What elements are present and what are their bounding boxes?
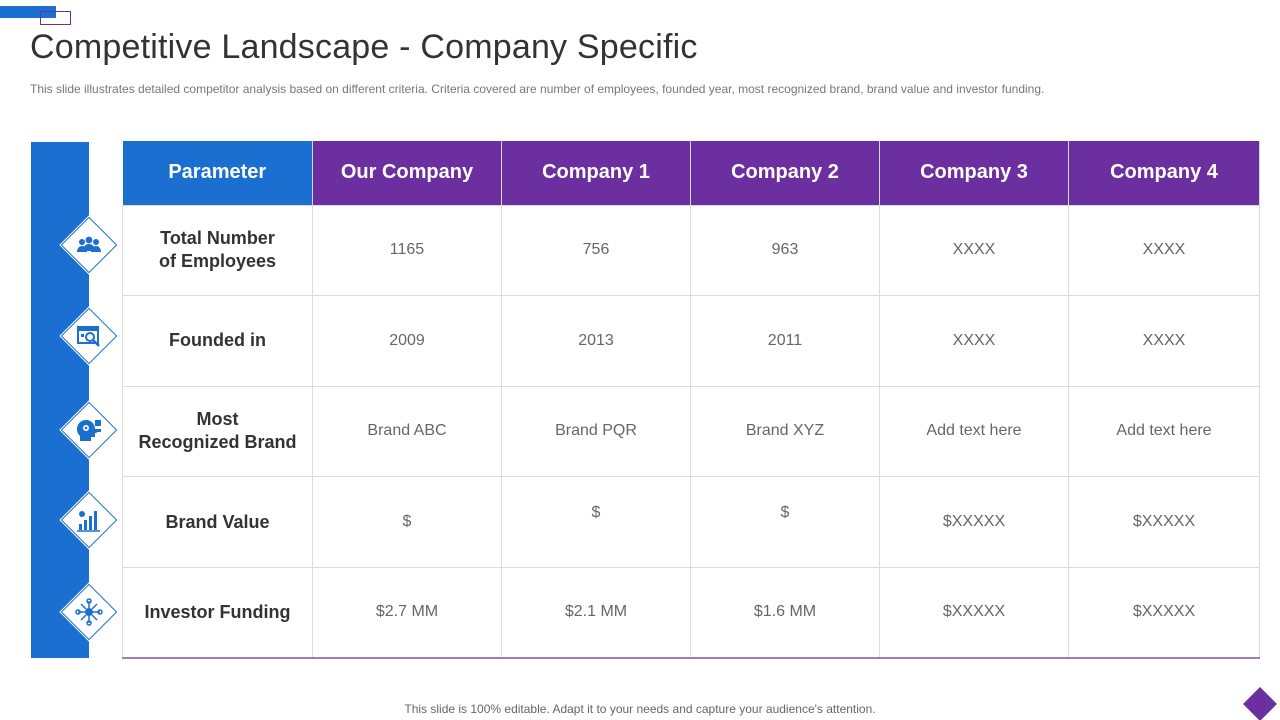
table-cell: 2011 xyxy=(690,295,880,387)
people-group-icon xyxy=(69,225,109,265)
header-parameter: Parameter xyxy=(122,141,313,205)
table-cell: $ xyxy=(501,476,691,568)
slide-footer: This slide is 100% editable. Adapt it to… xyxy=(404,702,876,716)
table-row: Investor Funding $2.7 MM $2.1 MM $1.6 MM… xyxy=(122,566,1260,659)
row-label-founded: Founded in xyxy=(122,295,313,387)
table-cell: $2.1 MM xyxy=(501,566,691,659)
corner-accent-box xyxy=(40,11,71,25)
table-cell: Add text here xyxy=(879,385,1069,478)
slide-subtitle: This slide illustrates detailed competit… xyxy=(30,82,1045,96)
table-cell: Brand XYZ xyxy=(690,385,880,478)
table-cell: $ xyxy=(690,476,880,568)
table-cell: Add text here xyxy=(1068,385,1260,478)
table-header-row: Parameter Our Company Company 1 Company … xyxy=(122,141,1260,205)
slide-title: Competitive Landscape - Company Specific xyxy=(30,28,698,66)
table-cell: XXXX xyxy=(879,204,1069,297)
table-cell: $1.6 MM xyxy=(690,566,880,659)
side-accent-strip xyxy=(31,142,89,658)
table-cell: $XXXXX xyxy=(879,566,1069,659)
header-company-4: Company 4 xyxy=(1068,141,1260,205)
table-cell: Brand ABC xyxy=(312,385,502,478)
header-company-2: Company 2 xyxy=(690,141,880,205)
row-label-employees: Total Number of Employees xyxy=(122,204,313,297)
header-company-1: Company 1 xyxy=(501,141,691,205)
network-hub-icon xyxy=(69,592,109,632)
table-cell: 756 xyxy=(501,204,691,297)
header-our-company: Our Company xyxy=(312,141,502,205)
row-label-brand-value: Brand Value xyxy=(122,476,313,568)
table-row: Founded in 2009 2013 2011 XXXX XXXX xyxy=(122,295,1260,387)
table-cell: $ xyxy=(312,476,502,568)
table-row: Most Recognized Brand Brand ABC Brand PQR… xyxy=(122,385,1260,478)
calendar-search-icon xyxy=(69,316,109,356)
comparison-table: Parameter Our Company Company 1 Company … xyxy=(122,141,1260,659)
table-cell: 1165 xyxy=(312,204,502,297)
table-row: Brand Value $ $ $ $XXXXX $XXXXX xyxy=(122,476,1260,568)
table-cell: $XXXXX xyxy=(1068,566,1260,659)
table-cell: XXXX xyxy=(1068,295,1260,387)
table-cell: 2009 xyxy=(312,295,502,387)
table-cell: $XXXXX xyxy=(1068,476,1260,568)
row-label-brand: Most Recognized Brand xyxy=(122,385,313,478)
head-gears-icon xyxy=(69,410,109,450)
table-cell: Brand PQR xyxy=(501,385,691,478)
table-cell: 2013 xyxy=(501,295,691,387)
row-label-investor: Investor Funding xyxy=(122,566,313,659)
table-cell: $2.7 MM xyxy=(312,566,502,659)
corner-accent-bar xyxy=(0,6,56,18)
table-cell: $XXXXX xyxy=(879,476,1069,568)
table-cell: XXXX xyxy=(879,295,1069,387)
header-company-3: Company 3 xyxy=(879,141,1069,205)
growth-chart-icon xyxy=(69,500,109,540)
table-row: Total Number of Employees 1165 756 963 XX… xyxy=(122,204,1260,297)
cell-value: $ xyxy=(591,504,601,522)
cell-value: $ xyxy=(780,504,790,522)
table-cell: 963 xyxy=(690,204,880,297)
table-cell: XXXX xyxy=(1068,204,1260,297)
